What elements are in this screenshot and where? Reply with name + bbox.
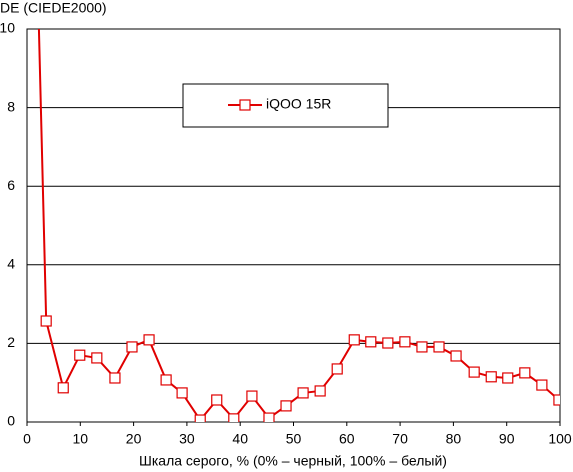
x-tick-label: 40	[232, 431, 248, 447]
legend-marker	[239, 99, 251, 111]
data-point	[519, 367, 531, 379]
data-point	[126, 341, 138, 353]
data-point	[263, 412, 275, 422]
data-point	[331, 363, 343, 375]
x-tick-label: 0	[23, 431, 31, 447]
legend: iQOO 15R	[182, 83, 389, 128]
data-point	[382, 337, 394, 349]
y-tick-label: 10	[0, 20, 15, 36]
data-point	[74, 349, 86, 361]
data-point	[468, 366, 480, 378]
data-point	[228, 413, 240, 422]
x-tick-label: 60	[339, 431, 355, 447]
x-tick-label: 20	[126, 431, 142, 447]
data-point	[297, 387, 309, 399]
data-point	[314, 385, 326, 397]
data-point	[160, 374, 172, 386]
y-tick-label: 0	[7, 413, 15, 429]
plot-area	[37, 29, 560, 422]
data-point	[416, 341, 428, 353]
data-point	[280, 400, 292, 412]
data-point	[450, 350, 462, 362]
data-point	[143, 334, 155, 346]
data-point	[40, 315, 52, 327]
data-point	[536, 379, 548, 391]
x-tick-label: 70	[392, 431, 408, 447]
data-point	[348, 334, 360, 346]
x-tick-label: 100	[548, 431, 572, 447]
data-point	[553, 394, 560, 406]
data-point	[502, 372, 514, 384]
y-tick-label: 4	[7, 256, 15, 272]
y-tick-label: 6	[7, 177, 15, 193]
x-tick-label: 50	[286, 431, 302, 447]
data-point	[91, 352, 103, 364]
data-point	[109, 372, 121, 384]
x-tick-label: 10	[73, 431, 89, 447]
x-tick-label: 90	[499, 431, 515, 447]
data-point	[194, 414, 206, 422]
data-point	[211, 394, 223, 406]
x-axis-title: Шкала серого, % (0% – черный, 100% – бел…	[139, 453, 447, 469]
data-point	[246, 390, 258, 402]
legend-label: iQOO 15R	[266, 96, 331, 112]
data-point	[57, 382, 69, 394]
y-axis-title: DE (CIEDE2000)	[0, 0, 107, 16]
data-point	[433, 341, 445, 353]
series-line	[37, 29, 560, 422]
data-point	[176, 387, 188, 399]
plot-border	[26, 28, 561, 423]
legend-box	[182, 83, 389, 128]
y-tick-label: 8	[7, 98, 15, 114]
x-tick-label: 30	[179, 431, 195, 447]
data-point	[365, 336, 377, 348]
y-tick-label: 2	[7, 334, 15, 350]
data-point	[399, 336, 411, 348]
data-point	[485, 371, 497, 383]
x-tick-label: 80	[446, 431, 462, 447]
